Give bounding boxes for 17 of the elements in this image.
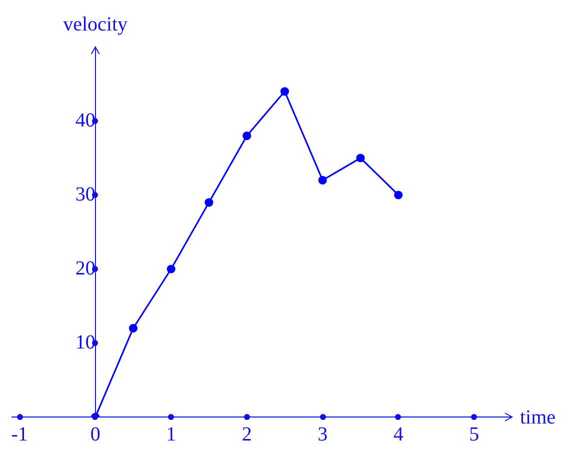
x-tick-label: 3	[318, 423, 328, 446]
point	[356, 154, 365, 162]
x-tick-label: 2	[242, 423, 252, 446]
x-tick-label: 4	[393, 423, 404, 446]
x-tick-label: -1	[11, 423, 28, 446]
x-axis-title: time	[520, 406, 556, 428]
point	[318, 176, 327, 184]
x-tick-label: 1	[166, 423, 176, 446]
point	[280, 87, 290, 96]
point	[128, 324, 138, 332]
point	[204, 198, 214, 207]
y-axis-title: velocity	[63, 13, 128, 36]
x-tick-label: 0	[90, 423, 100, 446]
x-tick-label: 5	[469, 423, 480, 446]
point	[394, 190, 403, 200]
point	[242, 132, 252, 140]
point	[166, 264, 176, 274]
